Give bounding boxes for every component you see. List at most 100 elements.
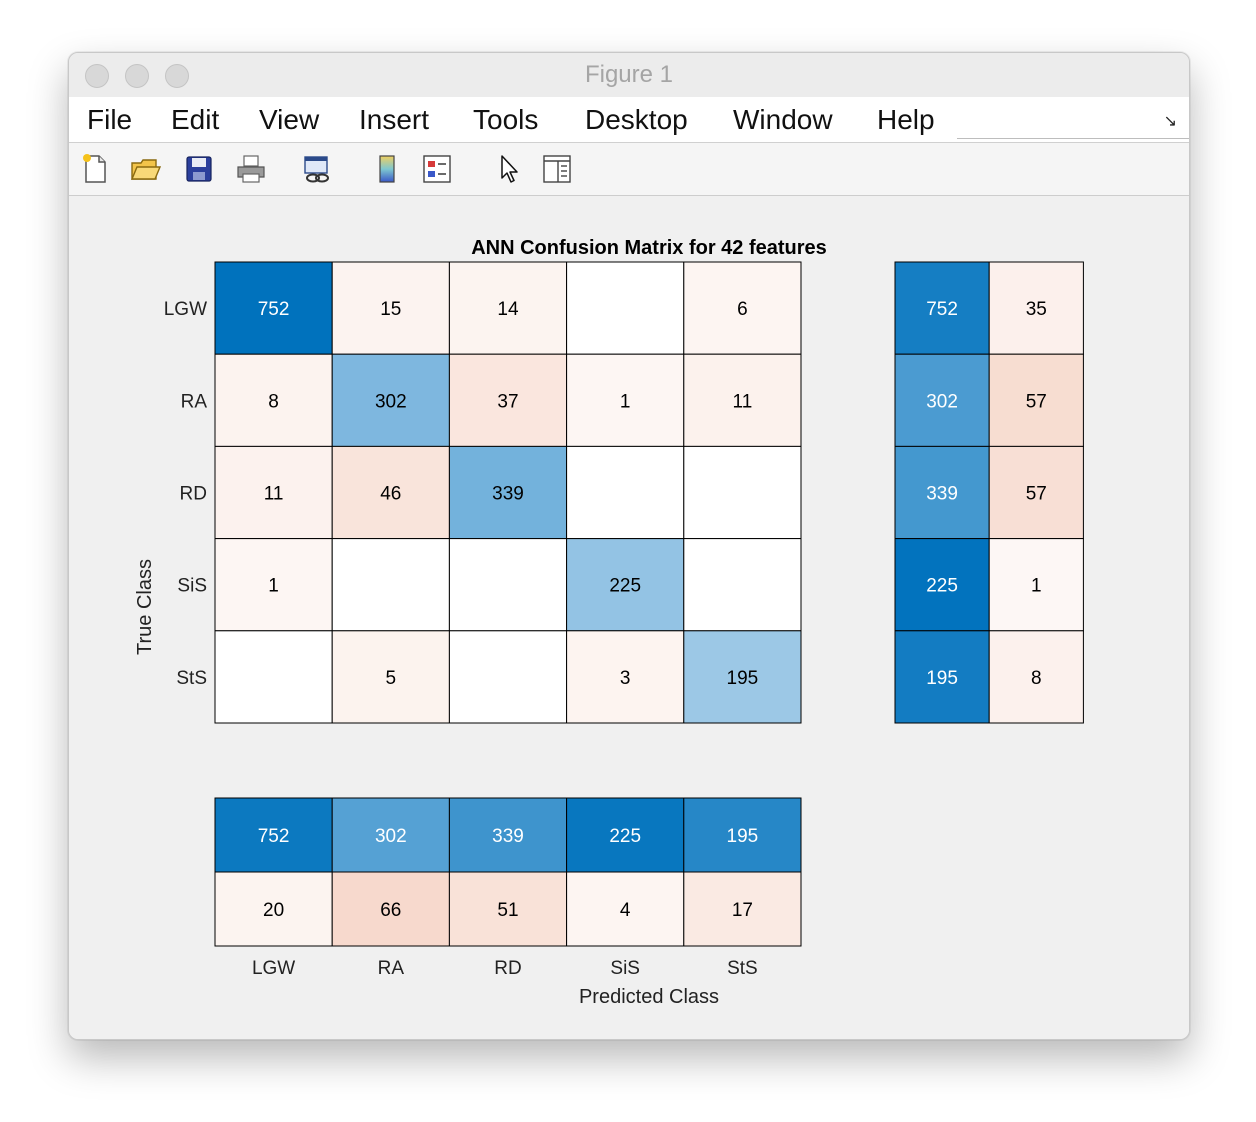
matrix-cell-2-2 <box>448 445 568 540</box>
matrix-cell-4-2 <box>448 630 568 724</box>
matrix-cell-1-0 <box>214 353 333 447</box>
row-summary-correct-2 <box>894 445 990 540</box>
row-summary-matrix: 752 35 302 57 339 57 225 1 195 8 <box>894 261 1084 724</box>
matrix-cell-3-2 <box>448 538 568 632</box>
chart-title: ANN Confusion Matrix for 42 features <box>471 237 827 259</box>
row-summary-correct-1-label: 302 <box>926 391 958 412</box>
matrix-cell-0-3 <box>566 261 685 355</box>
menu-insert[interactable]: Insert <box>359 104 430 135</box>
matrix-cell-3-4 <box>683 538 802 632</box>
col-summary-incorrect-1 <box>331 871 450 947</box>
matrix-cell-4-0 <box>214 630 333 724</box>
matrix-cell-1-1-label: 302 <box>375 391 407 412</box>
row-summary-correct-0-label: 752 <box>926 299 958 320</box>
save-icon[interactable] <box>183 153 215 185</box>
matrix-cell-1-4-label: 11 <box>733 391 753 412</box>
y-axis-label: True Class <box>134 559 156 655</box>
y-tick-label-4: StS <box>176 668 207 689</box>
row-summary-incorrect-4-label: 8 <box>1031 668 1042 689</box>
y-tick-label-0: LGW <box>164 299 207 320</box>
row-summary-incorrect-0-label: 35 <box>1026 299 1047 320</box>
figure-window: Figure 1 File Edit View Insert Tools Des… <box>68 52 1190 1040</box>
matrix-cell-0-4 <box>683 261 802 355</box>
col-summary-incorrect-2 <box>448 871 568 947</box>
col-summary-incorrect-2-label: 51 <box>497 900 518 921</box>
matrix-cell-4-3-label: 3 <box>620 668 631 689</box>
legend-icon[interactable] <box>421 153 453 185</box>
row-summary-correct-3 <box>894 538 990 632</box>
pointer-icon[interactable] <box>493 153 525 185</box>
row-summary-correct-3-label: 225 <box>926 576 958 597</box>
matrix-cell-0-2-label: 14 <box>497 299 519 320</box>
print-icon[interactable] <box>235 153 267 185</box>
matrix-cell-4-3 <box>566 630 685 724</box>
matrix-cell-4-1 <box>331 630 450 724</box>
col-summary-correct-0-label: 752 <box>258 826 290 847</box>
row-summary-incorrect-1-label: 57 <box>1026 391 1047 412</box>
menu-window[interactable]: Window <box>733 104 833 135</box>
link-plot-icon[interactable] <box>301 153 333 185</box>
row-summary-incorrect-3 <box>988 538 1084 632</box>
matrix-cell-1-0-label: 8 <box>268 391 279 412</box>
x-axis-label: Predicted Class <box>579 986 719 1008</box>
new-figure-icon[interactable] <box>79 153 111 185</box>
matrix-cell-1-1 <box>331 353 450 447</box>
menu-desktop[interactable]: Desktop <box>585 104 688 135</box>
matrix-cell-1-3-label: 1 <box>620 391 631 412</box>
menu-bar: File Edit View Insert Tools Desktop Wind… <box>69 97 1189 143</box>
matrix-cell-2-1 <box>331 445 450 540</box>
title-bar: Figure 1 <box>69 53 1189 98</box>
matrix-cell-2-4 <box>683 445 802 540</box>
undock-icon[interactable]: ↘ <box>1163 113 1177 130</box>
matrix-cell-0-1 <box>331 261 450 355</box>
matrix-cell-2-0-label: 11 <box>264 484 284 505</box>
col-summary-incorrect-3-label: 4 <box>620 900 631 921</box>
figure-canvas: ANN Confusion Matrix for 42 features Pre… <box>69 196 1189 1039</box>
matrix-cell-0-4-label: 6 <box>737 299 748 320</box>
col-summary-correct-2 <box>448 797 568 873</box>
menu-file[interactable]: File <box>87 104 133 135</box>
matrix-cell-2-0 <box>214 445 333 540</box>
close-window-button[interactable] <box>85 64 109 88</box>
x-tick-label-0: LGW <box>252 958 295 979</box>
matrix-cell-0-1-label: 15 <box>380 299 401 320</box>
column-summary-matrix: 752 20 302 66 339 51 225 4 195 17 <box>214 797 802 947</box>
matrix-cell-1-2 <box>448 353 568 447</box>
col-summary-incorrect-0 <box>214 871 333 947</box>
col-summary-correct-1-label: 302 <box>375 826 407 847</box>
col-summary-correct-3-label: 225 <box>609 826 641 847</box>
row-summary-correct-2-label: 339 <box>926 484 958 505</box>
col-summary-incorrect-4 <box>683 871 802 947</box>
matrix-cell-2-1-label: 46 <box>380 484 401 505</box>
row-summary-correct-4 <box>894 630 990 724</box>
y-tick-label-3: SiS <box>177 576 207 597</box>
x-tick-label-3: SiS <box>610 958 640 979</box>
row-summary-correct-0 <box>894 261 990 355</box>
property-inspector-icon[interactable] <box>541 153 573 185</box>
matrix-cell-3-1 <box>331 538 450 632</box>
matrix-cell-2-2-label: 339 <box>492 484 524 505</box>
matrix-cell-0-0-label: 752 <box>258 299 290 320</box>
row-summary-incorrect-1 <box>988 353 1084 447</box>
matrix-cell-4-1-label: 5 <box>386 668 397 689</box>
minimize-window-button[interactable] <box>125 64 149 88</box>
menu-help[interactable]: Help <box>877 104 935 135</box>
matrix-cell-1-3 <box>566 353 685 447</box>
col-summary-incorrect-0-label: 20 <box>263 900 284 921</box>
col-summary-incorrect-4-label: 17 <box>732 900 753 921</box>
menu-divider <box>957 138 1189 139</box>
col-summary-correct-3 <box>566 797 685 873</box>
zoom-window-button[interactable] <box>165 64 189 88</box>
menu-edit[interactable]: Edit <box>171 104 220 135</box>
row-summary-incorrect-2 <box>988 445 1084 540</box>
matrix-cell-4-4 <box>683 630 802 724</box>
menu-view[interactable]: View <box>259 104 320 135</box>
col-summary-incorrect-1-label: 66 <box>380 900 401 921</box>
colorbar-icon[interactable] <box>371 153 403 185</box>
x-tick-label-2: RD <box>494 958 521 979</box>
matrix-cell-1-4 <box>683 353 802 447</box>
menu-tools[interactable]: Tools <box>473 104 539 135</box>
open-file-icon[interactable] <box>129 153 161 185</box>
y-tick-label-2: RD <box>180 484 207 505</box>
